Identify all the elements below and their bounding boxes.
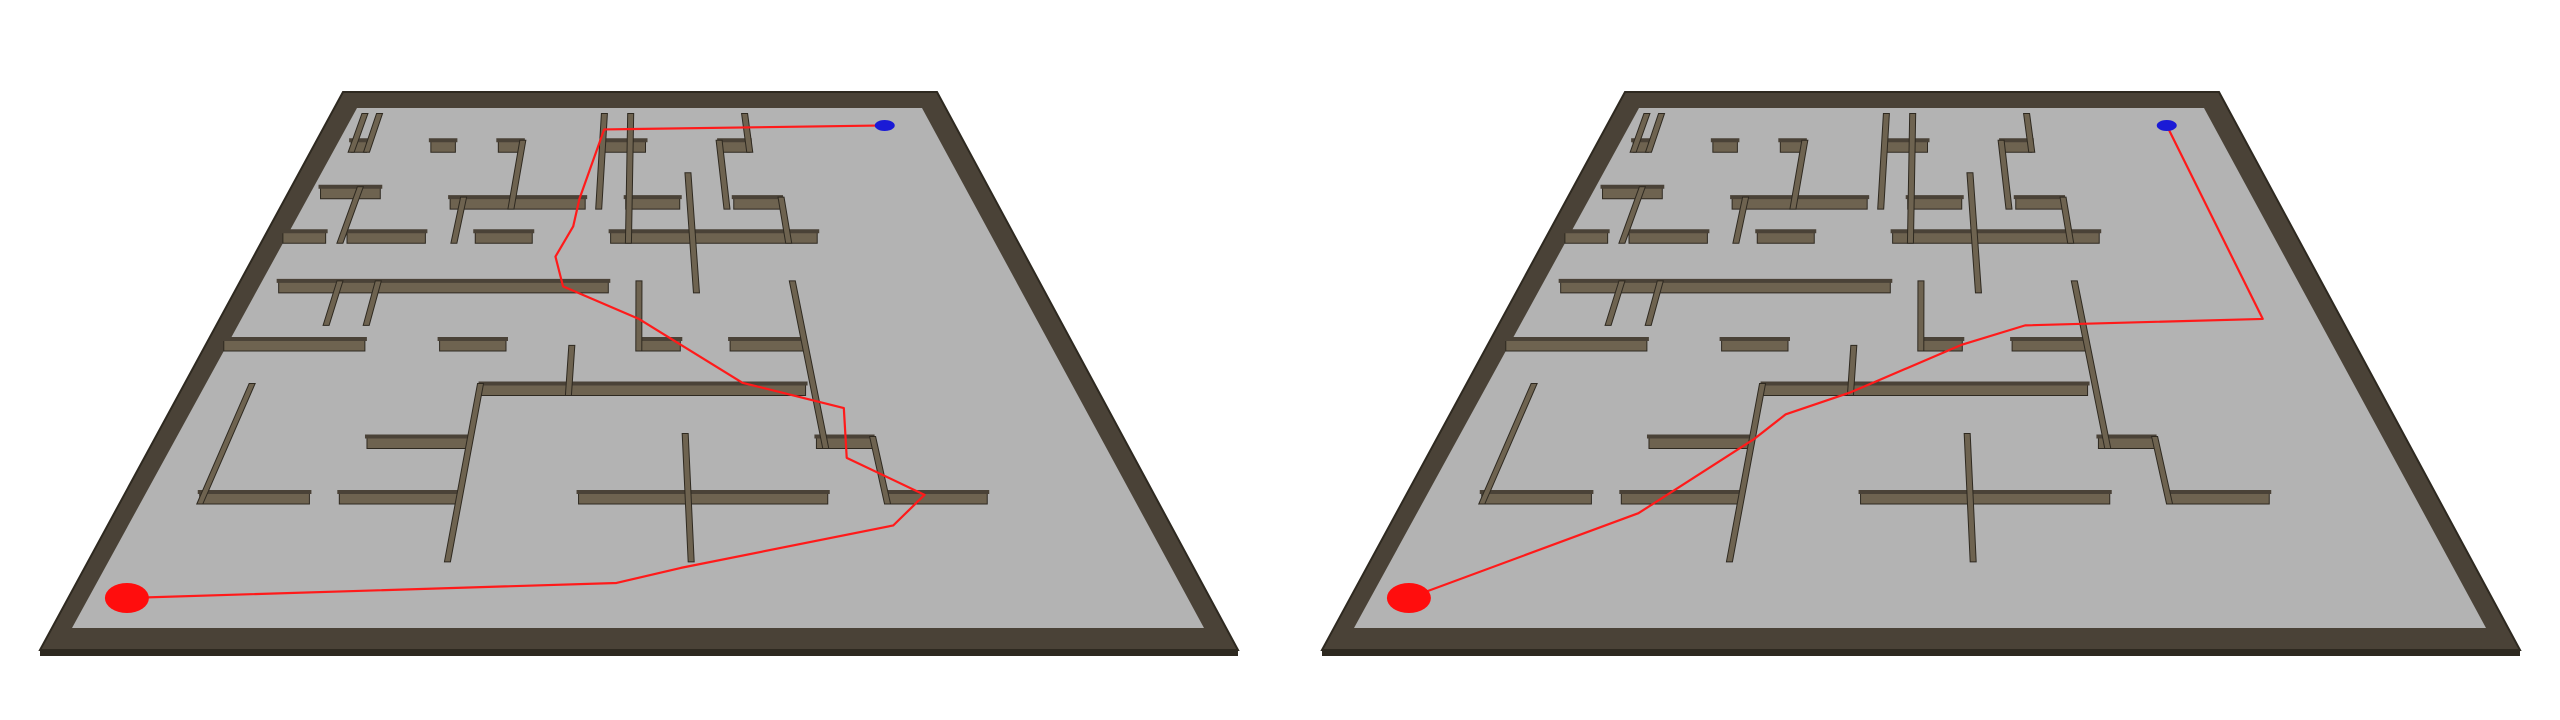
maze-wall-vertical	[443, 382, 485, 563]
maze-outer-wall-front	[1322, 650, 2520, 656]
goal-marker	[874, 119, 895, 131]
start-marker	[104, 583, 149, 614]
maze-wall-vertical	[1906, 112, 1917, 244]
maze-wall-vertical	[322, 280, 344, 326]
maze-wall-vertical	[1604, 280, 1626, 326]
maze-walls	[195, 112, 990, 563]
maze-wall-vertical	[195, 382, 256, 505]
maze-wall-vertical	[1877, 112, 1890, 210]
maze-wall-vertical	[1846, 344, 1858, 396]
maze-wall-vertical	[1477, 382, 1538, 505]
maze-wall-vertical	[1644, 112, 1666, 153]
maze-wall-vertical	[595, 112, 608, 210]
maze-wall-vertical	[2059, 196, 2075, 244]
maze-wall-vertical	[1963, 432, 1977, 563]
solution-path	[1408, 124, 2264, 600]
maze-outer-wall-front	[40, 650, 1238, 656]
maze-wall-vertical	[450, 196, 468, 244]
maze-wall-vertical	[1725, 382, 1767, 563]
solution-path	[126, 124, 926, 600]
maze-wall-vertical	[741, 112, 754, 153]
maze-wall-vertical	[1997, 139, 2013, 210]
maze-walls	[1477, 112, 2272, 563]
maze-wall-vertical	[868, 436, 892, 505]
maze-wall-vertical	[1917, 280, 1925, 352]
maze-wall-vertical	[788, 280, 830, 450]
maze-wall-vertical	[1966, 172, 1982, 294]
maze-wall-vertical	[1732, 196, 1750, 244]
maze-floor	[72, 108, 1204, 628]
maze-panel-left	[38, 91, 1240, 656]
maze-wall-vertical	[362, 280, 382, 326]
maze-wall-vertical	[777, 196, 793, 244]
maze-wall-vertical	[635, 280, 643, 352]
maze-wall-vertical	[336, 186, 365, 244]
maze-wall-vertical	[715, 139, 731, 210]
maze-wall-vertical	[681, 432, 695, 563]
goal-marker	[2156, 119, 2177, 131]
maze-wall-vertical	[2023, 112, 2036, 153]
maze-wall-vertical	[347, 112, 369, 153]
maze-wall-vertical	[684, 172, 700, 294]
maze-wall-vertical	[1644, 280, 1664, 326]
maze-panel-right	[1320, 91, 2522, 656]
maze-wall-vertical	[1789, 139, 1809, 210]
maze-wall-vertical	[2150, 436, 2174, 505]
maze-wall-vertical	[564, 344, 576, 396]
maze-wall-vertical	[1629, 112, 1651, 153]
maze-wall-vertical	[1618, 186, 1647, 244]
start-marker	[1386, 583, 1431, 614]
maze-floor	[1354, 108, 2486, 628]
maze-wall-vertical	[507, 139, 527, 210]
maze-wall-vertical	[362, 112, 384, 153]
maze-wall-vertical	[624, 112, 635, 244]
